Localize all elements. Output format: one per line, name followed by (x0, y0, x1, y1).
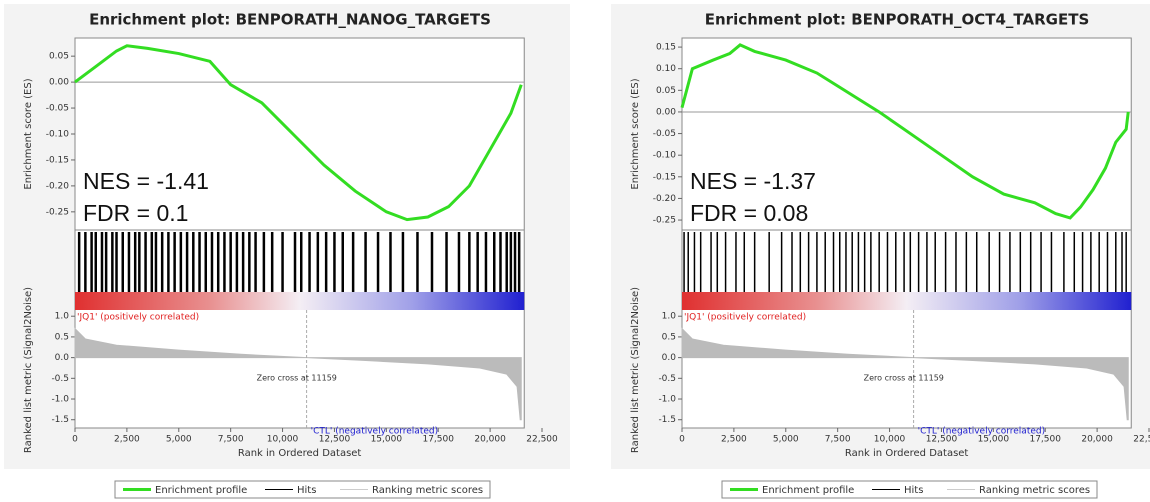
y2-axis-label: Ranked list metric (Signal2Noise) (630, 287, 641, 453)
plot-bg (74, 37, 525, 429)
y2-tick-label: 1.0 (662, 312, 677, 322)
y-tick-label: 0.10 (656, 64, 676, 74)
legend-box (721, 480, 1098, 499)
x-tick-label: 5,000 (166, 435, 192, 445)
y-tick-label: 0.00 (49, 78, 69, 88)
fdr-annotation: FDR = 0.1 (83, 200, 188, 226)
y-axis-label: Enrichment score (ES) (23, 78, 34, 189)
rank-gradient (75, 292, 525, 310)
fdr-annotation: FDR = 0.08 (690, 200, 808, 226)
x-tick-label: 20,000 (474, 435, 506, 445)
x-axis-label: Rank in Ordered Dataset (845, 448, 969, 459)
x-tick-label: 2,500 (114, 435, 140, 445)
x-axis-label: Rank in Ordered Dataset (238, 448, 362, 459)
legend-label: Enrichment profile (762, 485, 854, 496)
x-tick-label: 2,500 (721, 435, 747, 445)
y-tick-label: -0.20 (653, 194, 677, 204)
nes-annotation: NES = -1.41 (83, 168, 209, 194)
legend-label: Ranking metric scores (979, 485, 1090, 496)
y-tick-label: -0.20 (46, 181, 70, 191)
rank-gradient (682, 292, 1132, 310)
x-tick-label: 0 (679, 435, 685, 445)
negative-label: 'CTL' (negatively correlated) (311, 427, 439, 437)
y2-tick-label: -1.5 (51, 415, 69, 425)
x-tick-label: 0 (72, 435, 78, 445)
x-tick-label: 15,000 (371, 435, 403, 445)
y-tick-label: 0.05 (49, 52, 69, 62)
y-tick-label: -0.05 (653, 129, 676, 139)
x-tick-label: 17,500 (1029, 435, 1061, 445)
y2-tick-label: -0.5 (51, 374, 69, 384)
x-tick-label: 17,500 (422, 435, 454, 445)
x-tick-label: 12,500 (926, 435, 958, 445)
legend-label: Hits (904, 485, 923, 496)
y-tick-label: -0.10 (46, 130, 70, 140)
y-tick-label: -0.15 (46, 155, 69, 165)
x-tick-label: 20,000 (1081, 435, 1113, 445)
chart-title: Enrichment plot: BENPORATH_OCT4_TARGETS (705, 11, 1090, 29)
legend-label: Enrichment profile (155, 485, 247, 496)
y-tick-label: -0.25 (46, 207, 69, 217)
enrichment-line (680, 43, 1130, 220)
enrichment-line (74, 44, 523, 222)
positive-label: 'JQ1' (positively correlated) (77, 313, 199, 323)
x-tick-label: 22,500 (1133, 435, 1150, 445)
legend-box (114, 480, 491, 499)
negative-label: 'CTL' (negatively correlated) (918, 427, 1046, 437)
x-tick-label: 10,000 (874, 435, 906, 445)
metric-area (74, 327, 522, 421)
y-tick-label: -0.05 (46, 104, 69, 114)
legend-label: Ranking metric scores (372, 485, 483, 496)
metric-area (681, 327, 1129, 421)
y2-tick-label: -1.0 (658, 395, 676, 405)
x-tick-label: 10,000 (267, 435, 299, 445)
y-tick-label: -0.10 (653, 151, 677, 161)
y-tick-label: -0.25 (653, 216, 676, 226)
y2-tick-label: 0.5 (662, 332, 676, 342)
x-tick-label: 12,500 (319, 435, 351, 445)
y2-tick-label: 0.0 (662, 353, 677, 363)
y2-tick-label: 1.0 (55, 312, 70, 322)
y2-axis-label: Ranked list metric (Signal2Noise) (23, 287, 34, 453)
x-tick-label: 15,000 (978, 435, 1010, 445)
positive-label: 'JQ1' (positively correlated) (684, 313, 806, 323)
nes-annotation: NES = -1.37 (690, 168, 816, 194)
y-tick-label: 0.00 (656, 107, 676, 117)
y-tick-label: 0.15 (656, 43, 676, 53)
y-tick-label: -0.15 (653, 172, 676, 182)
chart-title: Enrichment plot: BENPORATH_NANOG_TARGETS (89, 11, 491, 29)
x-tick-label: 5,000 (773, 435, 799, 445)
y-axis-label: Enrichment score (ES) (630, 78, 641, 189)
x-tick-label: 22,500 (526, 435, 558, 445)
zero-cross-label: Zero cross at 11159 (257, 374, 337, 383)
y2-tick-label: -1.0 (51, 395, 69, 405)
x-tick-label: 7,500 (218, 435, 244, 445)
y2-tick-label: 0.5 (55, 332, 69, 342)
y2-tick-label: 0.0 (55, 353, 70, 363)
y2-tick-label: -1.5 (658, 415, 676, 425)
zero-cross-label: Zero cross at 11159 (864, 374, 944, 383)
legend-label: Hits (297, 485, 316, 496)
x-tick-label: 7,500 (825, 435, 851, 445)
y2-tick-label: -0.5 (658, 374, 676, 384)
y-tick-label: 0.05 (656, 86, 676, 96)
